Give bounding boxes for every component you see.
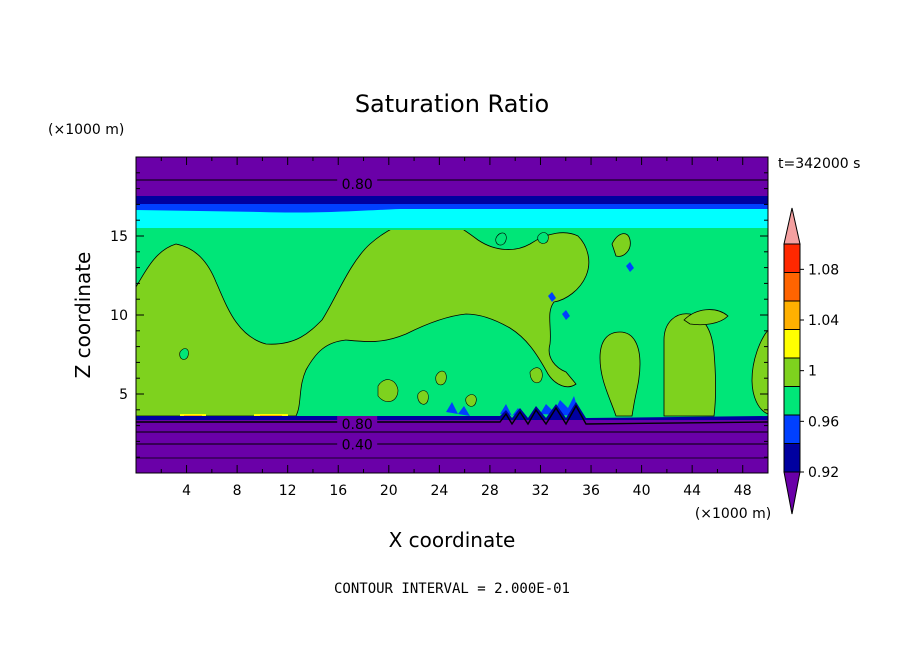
contour-labels: 0.80 0.80 0.40 [337,175,378,454]
contour-interval-footer: CONTOUR INTERVAL = 2.000E-01 [334,581,570,597]
field-lime-blob [377,379,399,402]
colorbar-under-triangle [783,471,801,515]
field-blue-speckle [548,292,556,302]
colorbar-label: 0.92 [808,465,839,481]
y-axis: 5 10 15 [110,172,768,458]
x-tick-label: 24 [430,483,448,499]
contour-label-background [337,175,378,191]
colorbar-label: 0.96 [808,414,839,430]
x-tick-label: 32 [532,483,550,499]
y-unit-label: (×1000 m) [48,122,124,138]
chart-title: Saturation Ratio [355,90,549,118]
contour-label: 0.80 [342,417,373,433]
colorbar-swatch [783,243,801,273]
field-lime-blob [417,390,429,405]
colorbar-swatch [783,300,801,330]
field-purple-top-layer [136,157,768,196]
field-green-island [537,232,549,244]
field-lime-region-top-right [611,233,631,257]
field-green-transition [136,228,768,230]
field-purple-bottom-layer [136,420,768,473]
x-axis: 4 8 12 16 20 24 28 32 36 40 44 48 [160,157,752,499]
field-blue-thin-layer [136,204,768,213]
x-tick-label: 4 [182,483,191,499]
x-axis-label: X coordinate [389,528,516,552]
field-surface-navy-band [136,402,768,420]
x-tick-label: 20 [380,483,398,499]
field-green-island [495,232,507,246]
y-axis-label: Z coordinate [71,252,95,379]
field-lime-blob [435,370,447,386]
field-lime-region-right-lobe [599,331,641,417]
contour-label-background [337,436,378,452]
y-tick-label: 5 [119,387,128,403]
x-tick-label: 40 [633,483,651,499]
field-lime-region-main [135,217,590,417]
field-lime-blob [529,367,543,384]
colorbar-swatch [783,357,801,387]
field-green-island [179,348,189,360]
field-navy-layer [136,196,768,204]
x-tick-label: 12 [279,483,297,499]
contour-label-background [337,416,378,432]
y-tick-label: 15 [110,229,128,245]
field-lime-region-right-edge [751,328,769,415]
colorbar-label: 1.04 [808,313,839,329]
field-lime-region-right-peak [663,313,716,417]
colorbar-label: 1 [808,364,817,380]
field-blue-speckle [540,396,580,416]
contour-label: 0.40 [342,438,373,454]
colorbar: 0.92 0.96 1 1.04 1.08 [783,207,839,515]
colorbar-swatch [783,414,801,444]
field-blue-speckle [446,402,470,416]
x-unit-label: (×1000 m) [695,506,771,522]
colorbar-swatch [783,386,801,416]
x-tick-label: 36 [582,483,600,499]
field-blue-speckle [562,310,570,320]
x-tick-label: 44 [683,483,701,499]
field-lime-region-upper-right [683,309,729,326]
y-tick-label: 10 [110,308,128,324]
colorbar-over-triangle [783,207,801,245]
x-tick-label: 8 [233,483,242,499]
x-tick-label: 48 [734,483,752,499]
field-lime-blob [465,394,477,407]
x-tick-label: 28 [481,483,499,499]
colorbar-swatch [783,443,801,473]
plot-area: 0.80 0.80 0.40 [135,156,769,474]
colorbar-label: 1.08 [808,262,839,278]
x-tick-label: 16 [329,483,347,499]
colorbar-swatch [783,329,801,359]
colorbar-swatch [783,272,801,302]
field-blue-speckle [626,262,634,272]
contour-label: 0.80 [342,177,373,193]
time-label: t=342000 s [778,156,860,172]
contour-line-surface [136,404,769,426]
